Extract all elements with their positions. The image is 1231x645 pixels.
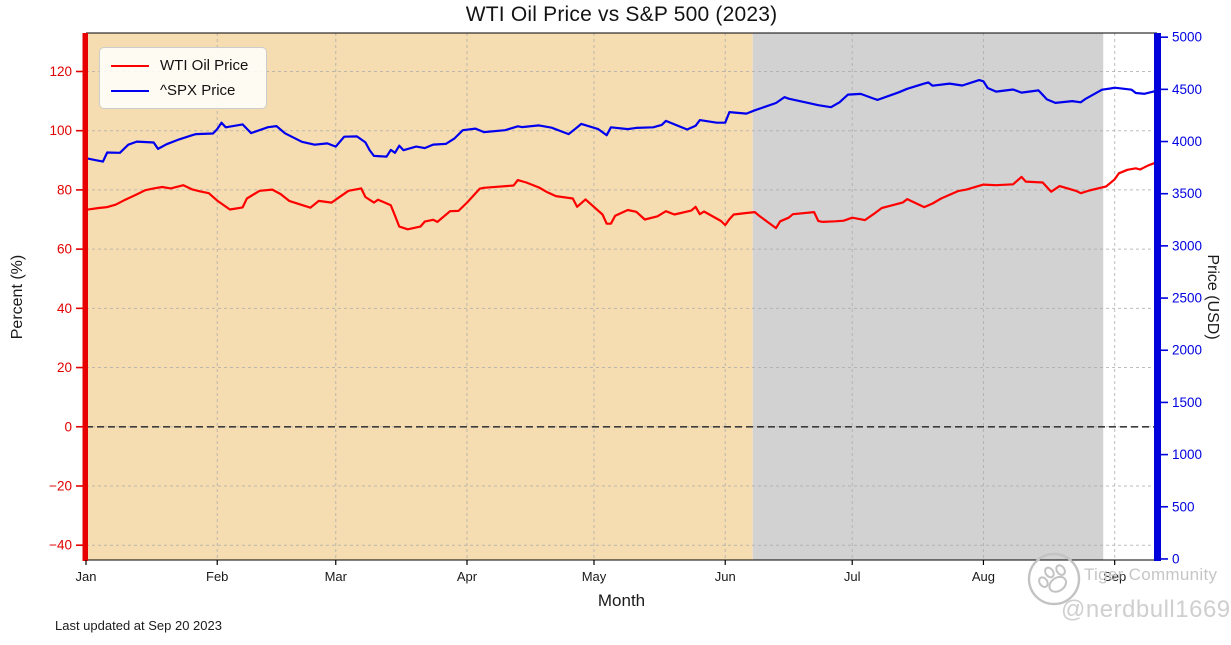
left-axis-label: Percent (%) xyxy=(9,254,26,340)
svg-text:5000: 5000 xyxy=(1172,30,1202,45)
svg-text:3500: 3500 xyxy=(1172,186,1202,201)
legend-item-wti: WTI Oil Price xyxy=(111,57,248,74)
svg-text:40: 40 xyxy=(57,301,72,316)
svg-text:Aug: Aug xyxy=(972,569,995,584)
legend-label-wti: WTI Oil Price xyxy=(160,57,249,74)
svg-text:1500: 1500 xyxy=(1172,395,1202,410)
legend-item-spx: ^SPX Price xyxy=(111,82,248,99)
chart-title: WTI Oil Price vs S&P 500 (2023) xyxy=(465,3,778,26)
svg-text:4500: 4500 xyxy=(1172,82,1202,97)
svg-text:May: May xyxy=(582,569,607,584)
svg-text:1000: 1000 xyxy=(1172,447,1202,462)
x-axis-label: Month xyxy=(597,591,646,610)
legend: WTI Oil Price ^SPX Price xyxy=(99,47,268,109)
spx-line-swatch xyxy=(111,89,149,92)
svg-text:Sep: Sep xyxy=(1103,569,1126,584)
svg-text:Jul: Jul xyxy=(844,569,861,584)
svg-text:4000: 4000 xyxy=(1172,134,1202,149)
svg-text:2000: 2000 xyxy=(1172,343,1202,358)
svg-text:20: 20 xyxy=(57,360,72,375)
svg-text:Jan: Jan xyxy=(76,569,97,584)
svg-text:0: 0 xyxy=(1172,551,1180,566)
svg-text:2500: 2500 xyxy=(1172,291,1202,306)
svg-text:Feb: Feb xyxy=(206,569,228,584)
svg-text:Mar: Mar xyxy=(325,569,348,584)
svg-text:60: 60 xyxy=(57,242,72,257)
svg-text:Apr: Apr xyxy=(457,569,478,584)
wti-line-swatch xyxy=(111,64,149,67)
svg-text:Jun: Jun xyxy=(715,569,736,584)
svg-text:3000: 3000 xyxy=(1172,238,1202,253)
svg-text:80: 80 xyxy=(57,182,72,197)
right-axis-label: Price (USD) xyxy=(1204,254,1221,340)
svg-text:−40: −40 xyxy=(49,538,72,553)
svg-text:0: 0 xyxy=(64,419,72,434)
svg-text:120: 120 xyxy=(49,64,72,79)
legend-label-spx: ^SPX Price xyxy=(160,82,236,99)
svg-text:500: 500 xyxy=(1172,499,1195,514)
svg-text:−20: −20 xyxy=(49,478,72,493)
svg-text:100: 100 xyxy=(49,123,72,138)
last-updated-note: Last updated at Sep 20 2023 xyxy=(55,618,222,633)
